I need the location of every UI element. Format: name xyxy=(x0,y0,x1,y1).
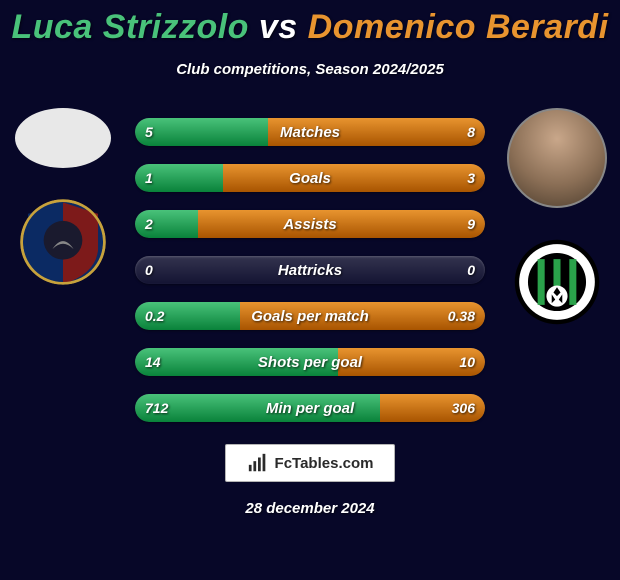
player1-avatar xyxy=(15,108,111,168)
vs-text: vs xyxy=(259,8,298,46)
page-title: Luca Strizzolo vs Domenico Berardi xyxy=(0,0,620,47)
bar-fill-right xyxy=(223,164,486,192)
stat-bars: 58Matches13Goals29Assists00Hattricks0.20… xyxy=(135,118,485,422)
stat-value-left: 712 xyxy=(145,394,168,422)
stat-bar: 0.20.38Goals per match xyxy=(135,302,485,330)
stat-value-right: 8 xyxy=(467,118,475,146)
player1-name: Luca Strizzolo xyxy=(11,8,248,46)
stat-label: Hattricks xyxy=(135,256,485,284)
stat-value-right: 10 xyxy=(459,348,475,376)
player2-name: Domenico Berardi xyxy=(308,8,609,46)
stat-value-left: 2 xyxy=(145,210,153,238)
stat-value-left: 14 xyxy=(145,348,161,376)
footer-brand-logo: FcTables.com xyxy=(225,444,395,482)
stat-bar: 0 0Hattricks xyxy=(135,256,485,284)
bar-fill-right xyxy=(198,210,485,238)
stat-bar: 712306Min per goal xyxy=(135,394,485,422)
stat-value-left: 5 xyxy=(145,118,153,146)
player2-avatar xyxy=(507,108,607,208)
stat-bar: 13Goals xyxy=(135,164,485,192)
stat-value-left: 0.2 xyxy=(145,302,164,330)
stat-bar: 1410Shots per goal xyxy=(135,348,485,376)
bar-fill-left xyxy=(135,118,268,146)
chart-icon xyxy=(247,452,269,474)
stat-bar: 29Assists xyxy=(135,210,485,238)
bar-fill-right xyxy=(268,118,485,146)
stat-value-right: 0.38 xyxy=(448,302,475,330)
stat-value-right: 3 xyxy=(467,164,475,192)
stat-value-right: 306 xyxy=(452,394,475,422)
stat-value-right: 0 xyxy=(467,256,475,284)
stat-bar: 58Matches xyxy=(135,118,485,146)
comparison-content: 58Matches13Goals29Assists00Hattricks0.20… xyxy=(0,118,620,422)
club2-badge xyxy=(513,238,601,326)
right-column xyxy=(502,108,612,326)
stat-value-left: 0 xyxy=(145,256,153,284)
stat-value-right: 9 xyxy=(467,210,475,238)
footer-brand-text: FcTables.com xyxy=(275,455,374,472)
left-column xyxy=(8,108,118,286)
bar-fill-left xyxy=(135,348,338,376)
stat-value-left: 1 xyxy=(145,164,153,192)
club1-badge xyxy=(19,198,107,286)
footer-date: 28 december 2024 xyxy=(0,500,620,517)
bar-fill-left xyxy=(135,394,380,422)
subtitle: Club competitions, Season 2024/2025 xyxy=(0,61,620,78)
